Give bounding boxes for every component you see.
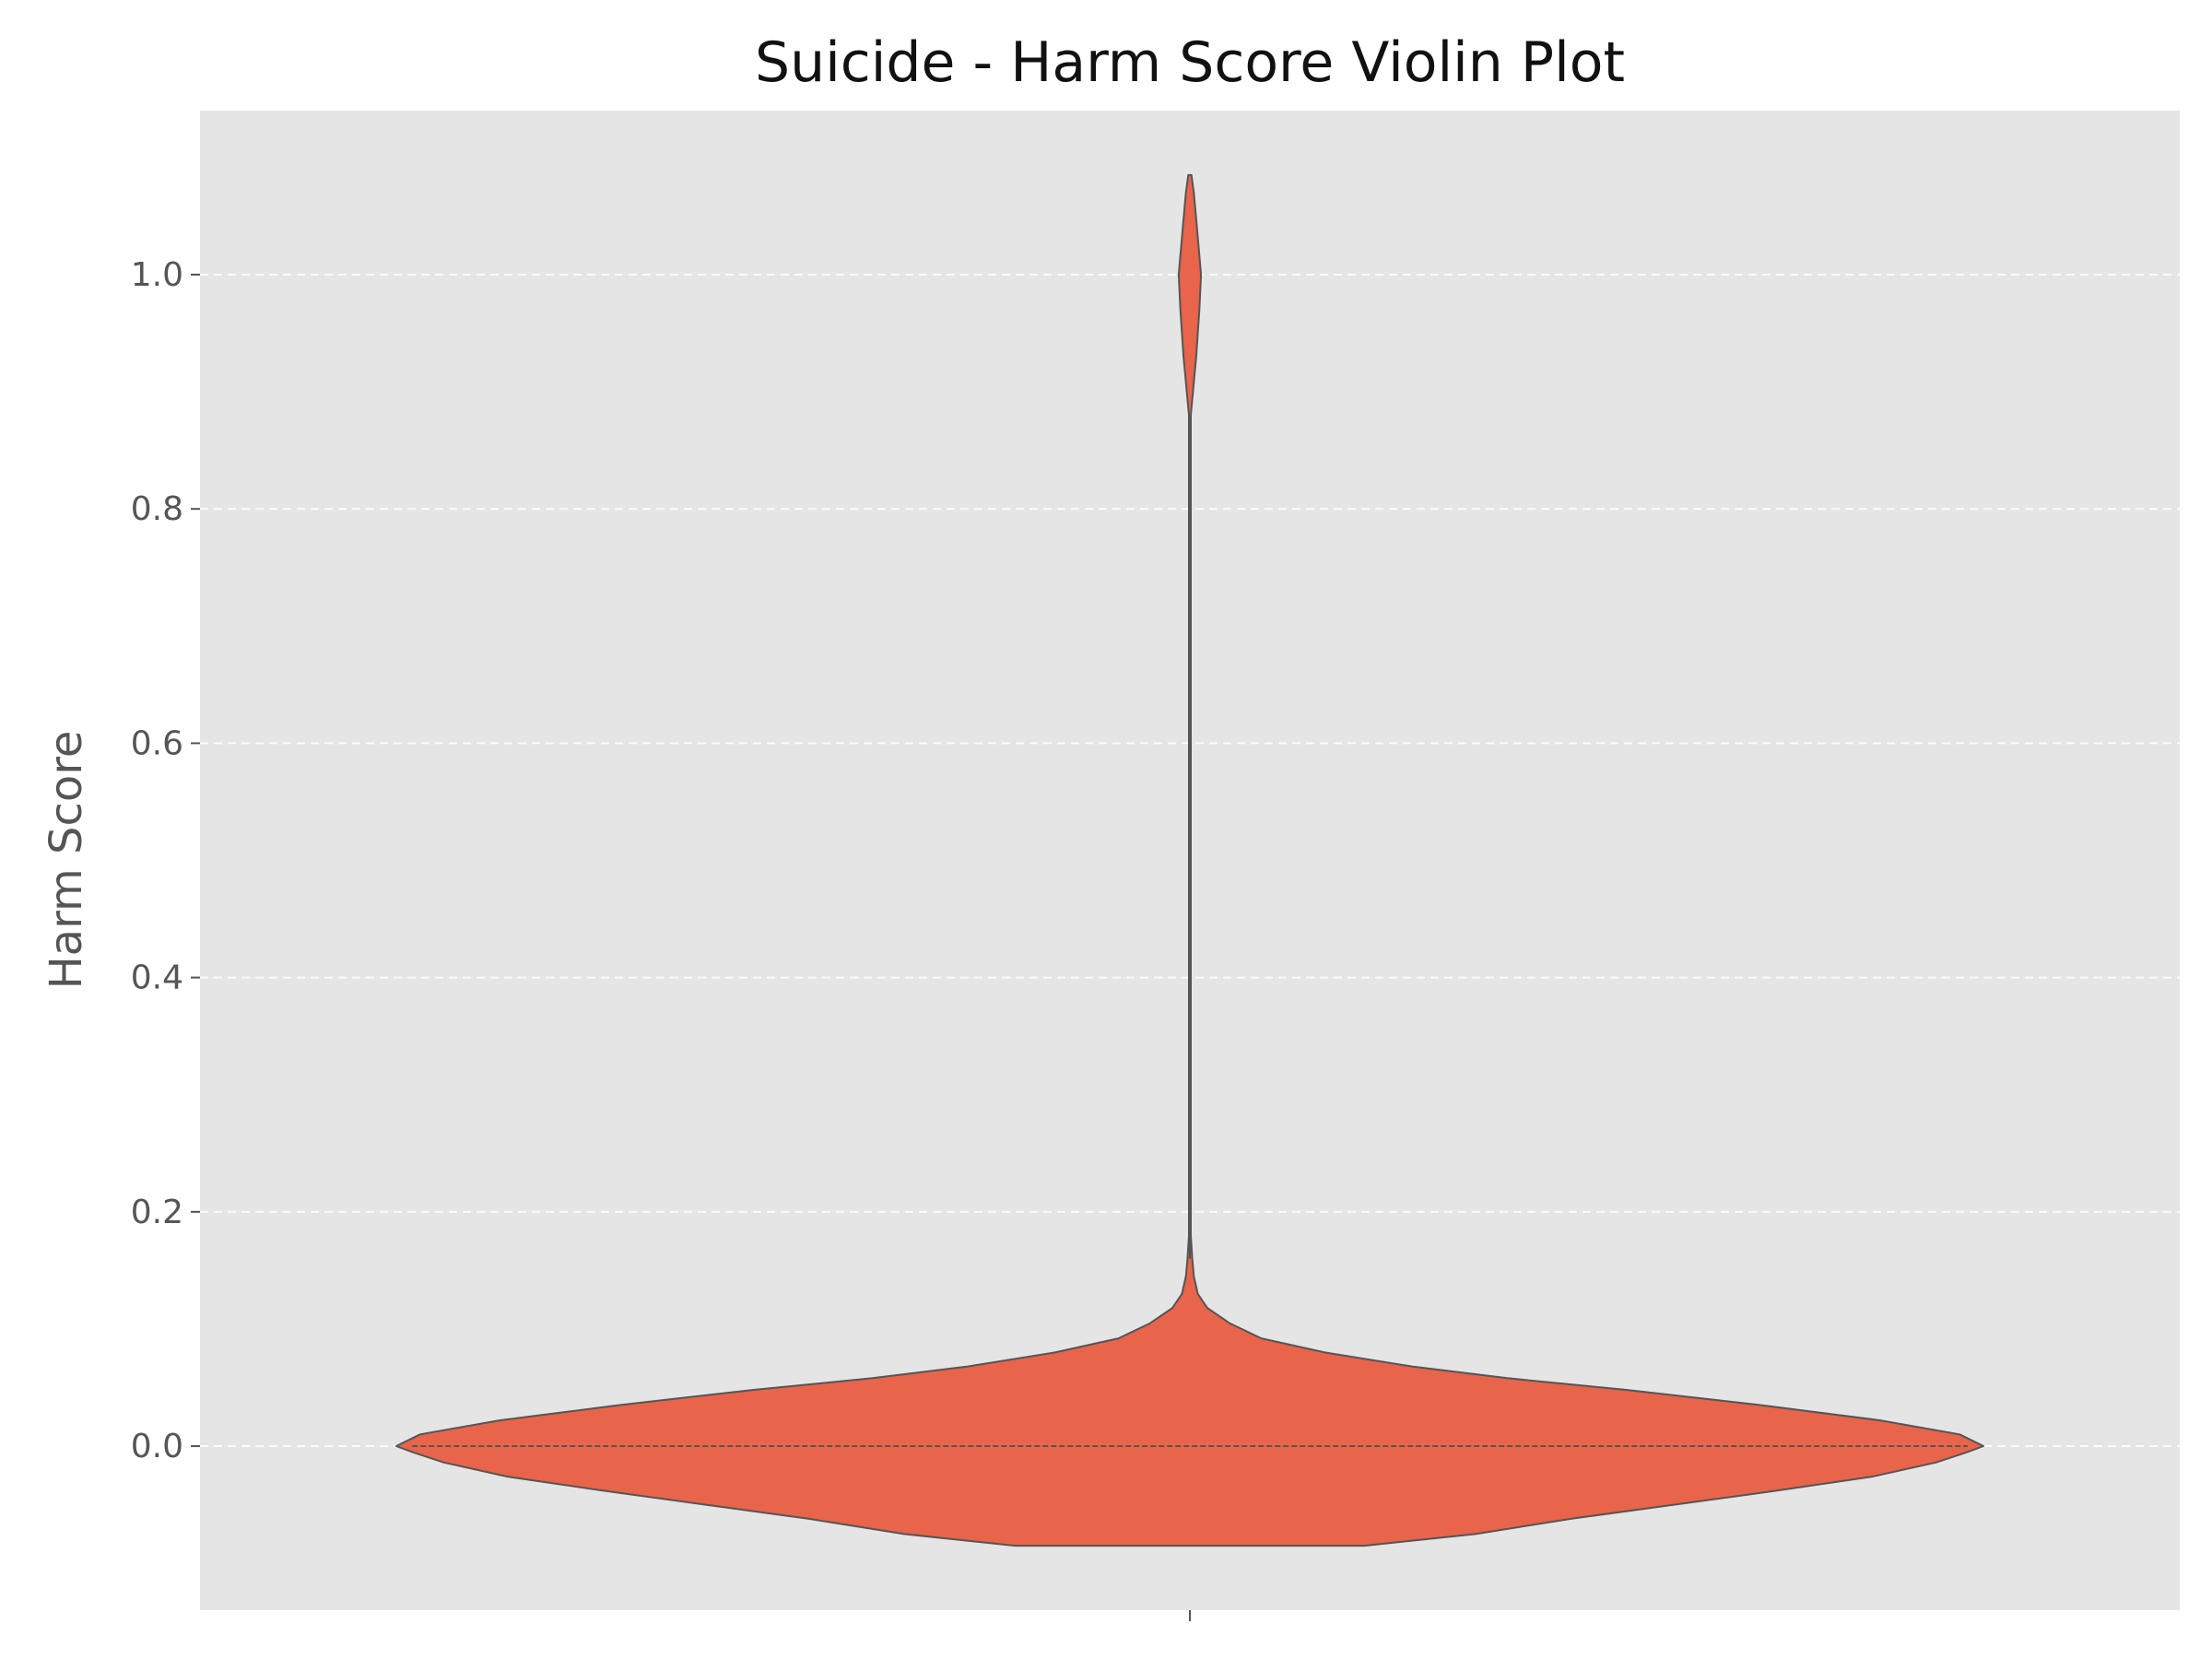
y-tick-label: 0.0 [131,1428,183,1465]
y-axis-label: Harm Score [41,731,92,990]
y-tick-label: 0.6 [131,724,183,762]
chart-title: Suicide - Harm Score Violin Plot [755,30,1625,95]
y-tick-label: 0.8 [131,490,183,528]
y-tick-label: 1.0 [131,256,183,294]
y-tick-label: 0.4 [131,959,183,997]
y-axis: 0.0 0.2 0.4 0.6 0.8 1.0 [131,256,200,1465]
violin-layer [395,173,1984,1547]
y-tick-label: 0.2 [131,1194,183,1231]
